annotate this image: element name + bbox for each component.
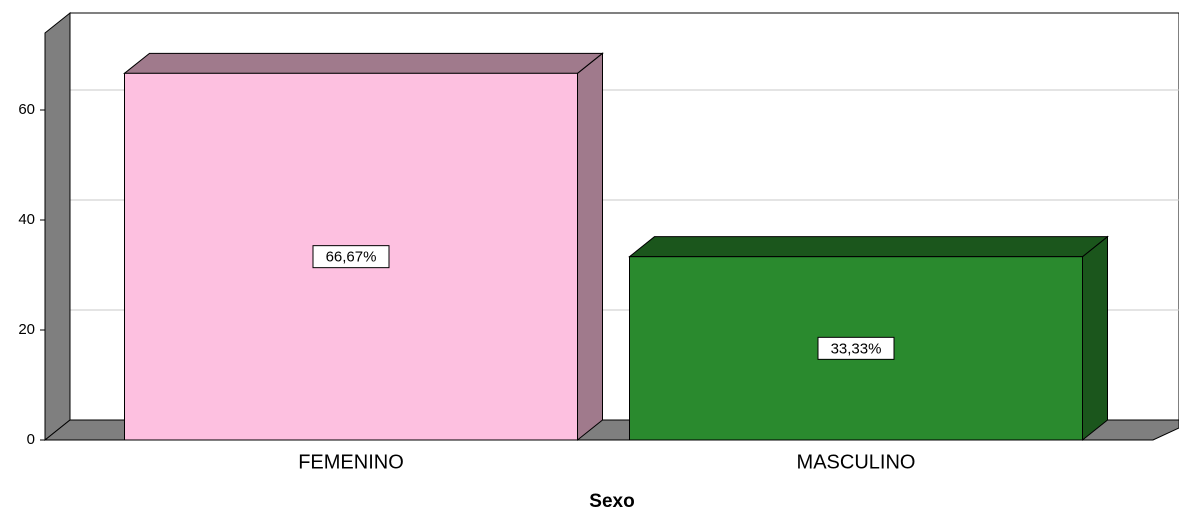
x-axis-title: Sexo: [589, 491, 634, 512]
data-label-box: [817, 336, 895, 360]
y-tick-label: 40: [18, 211, 35, 228]
data-label-box: [312, 245, 390, 269]
y-tick-label: 60: [18, 101, 35, 118]
bar-side: [1082, 235, 1108, 442]
bar: [629, 256, 1083, 441]
data-label: 66,67%: [326, 249, 377, 266]
x-tick-label: FEMENINO: [298, 451, 404, 473]
bar-top: [123, 52, 604, 74]
bar-top: [628, 236, 1109, 258]
y-tick-label: 0: [27, 431, 35, 448]
left-wall: [44, 11, 71, 442]
x-tick-label: MASCULINO: [797, 451, 916, 473]
data-label: 33,33%: [831, 340, 882, 357]
y-tick-label: 20: [18, 321, 35, 338]
bar-group: 33,33% MASCULINO: [628, 235, 1109, 473]
bar-group: 66,67% FEMENINO: [123, 52, 604, 473]
bar-side: [577, 52, 603, 442]
